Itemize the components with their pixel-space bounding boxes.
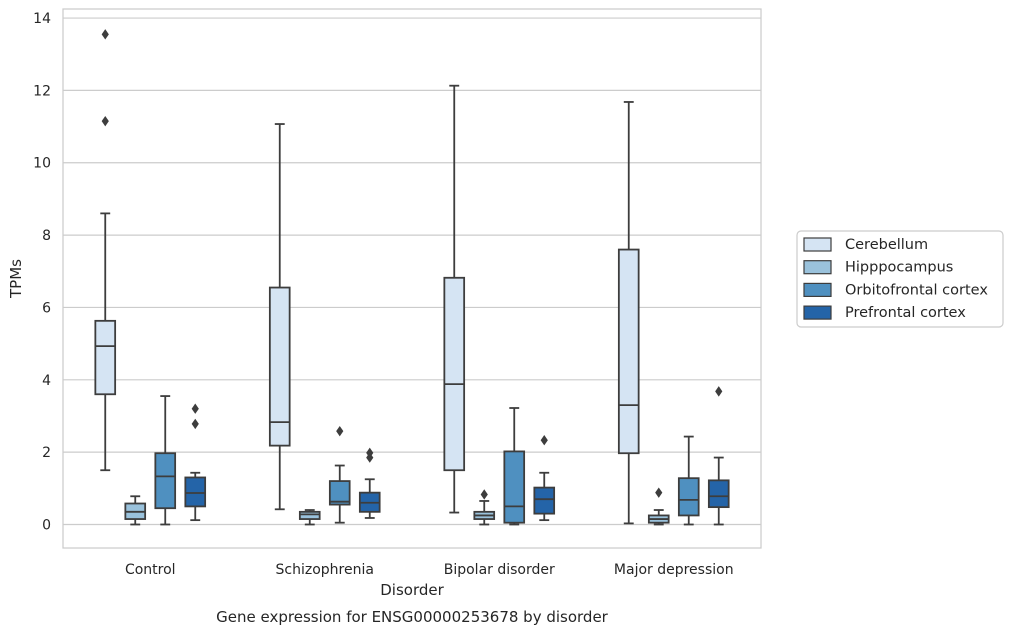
y-axis-label: TPMs: [7, 259, 25, 299]
box-prefrontal-cortex: [707, 386, 730, 526]
plot-frame: [62, 8, 762, 549]
y-tick-label: 8: [42, 228, 51, 244]
y-tick-label: 10: [33, 156, 51, 172]
iqr-box: [298, 510, 321, 520]
chart-title: Gene expression for ENSG00000253678 by d…: [216, 608, 609, 626]
y-tick-label: 2: [42, 445, 51, 461]
iqr-box: [154, 452, 177, 510]
outlier-marker: [101, 115, 109, 127]
y-tick-label: 12: [33, 83, 51, 99]
legend-label: Hipppocampus: [845, 260, 953, 276]
legend-item: Hipppocampus: [803, 260, 953, 276]
outlier-marker: [191, 403, 199, 414]
iqr-box: [617, 248, 640, 455]
y-tick-labels: 0 2 4 6 8 10 12 14: [33, 11, 51, 533]
legend-label: Prefrontal cortex: [845, 305, 966, 321]
box-cerebellum: [617, 101, 640, 525]
legend-item: Prefrontal cortex: [803, 305, 966, 321]
x-tick-label: Bipolar disorder: [444, 562, 555, 578]
iqr-box: [707, 479, 730, 509]
outlier-marker: [655, 487, 663, 498]
legend-frame: [796, 230, 1004, 328]
x-tick-label: Schizophrenia: [276, 562, 374, 578]
box-prefrontal-cortex: [184, 403, 207, 522]
legend-swatch: [803, 260, 832, 275]
x-tick-label: Control: [125, 562, 176, 578]
legend-label: Cerebellum: [845, 237, 928, 253]
box-cerebellum: [268, 123, 291, 511]
box-hipppocampus: [647, 487, 670, 526]
box-hipppocampus: [473, 489, 496, 526]
y-tick-label: 4: [42, 373, 51, 389]
iqr-box: [184, 476, 207, 508]
outlier-marker: [480, 489, 488, 500]
box-cerebellum: [94, 29, 117, 472]
outlier-marker: [336, 425, 344, 437]
legend-item: Cerebellum: [803, 237, 928, 253]
outlier-marker: [101, 29, 109, 40]
box-cerebellum: [443, 84, 466, 514]
x-tick-label: Major depression: [614, 562, 734, 578]
legend-swatch: [803, 237, 832, 252]
outlier-marker: [540, 435, 548, 446]
iqr-box: [533, 486, 556, 515]
iqr-box: [328, 480, 351, 506]
iqr-box: [503, 450, 526, 524]
box-orbitofrontal-cortex: [677, 435, 700, 526]
outlier-marker: [191, 418, 199, 430]
y-tick-label: 6: [42, 300, 51, 316]
box-prefrontal-cortex: [358, 447, 381, 519]
box-orbitofrontal-cortex: [503, 407, 526, 526]
legend-swatch: [803, 305, 832, 320]
box-prefrontal-cortex: [533, 435, 556, 522]
legend-swatch: [803, 282, 832, 297]
box-hipppocampus: [298, 509, 321, 526]
iqr-box: [268, 286, 291, 447]
iqr-box: [677, 477, 700, 517]
legend-item: Orbitofrontal cortex: [803, 282, 988, 298]
box-series: [94, 29, 730, 526]
iqr-box: [443, 276, 466, 472]
x-tick-labels: Control Schizophrenia Bipolar disorder Majo…: [125, 562, 734, 578]
grid-lines: [63, 17, 761, 526]
legend-label: Orbitofrontal cortex: [845, 282, 988, 298]
legend: Cerebellum Hipppocampus Orbitofrontal cort…: [796, 230, 1004, 328]
iqr-box: [94, 319, 117, 396]
outlier-marker: [366, 447, 374, 459]
box-hipppocampus: [124, 495, 147, 526]
y-tick-label: 14: [33, 11, 51, 27]
x-axis-label: Disorder: [380, 581, 444, 599]
box-orbitofrontal-cortex: [154, 395, 177, 526]
box-orbitofrontal-cortex: [328, 425, 351, 524]
y-tick-label: 0: [42, 517, 51, 533]
outlier-marker: [715, 386, 723, 397]
